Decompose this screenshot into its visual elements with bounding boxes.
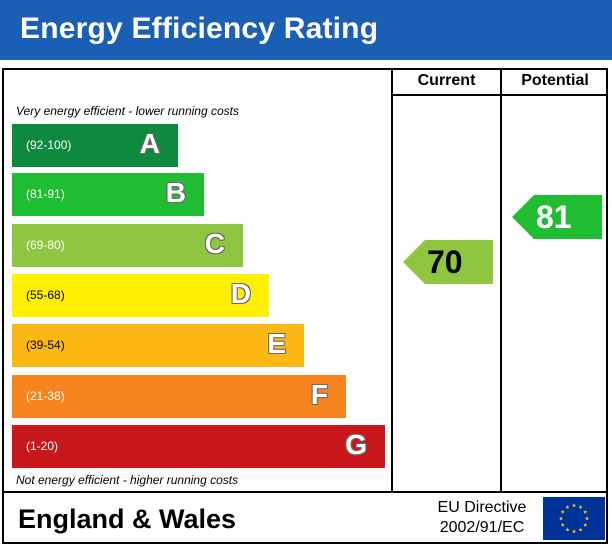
country-label: England & Wales — [18, 504, 237, 534]
potential-rating-value: 81 — [536, 199, 572, 235]
potential-rating-arrow: 81 — [512, 195, 602, 239]
eu-star-icon — [578, 527, 583, 532]
band-e: (39-54) E — [12, 324, 304, 367]
band-g: (1-20) G — [12, 425, 385, 468]
eu-star-icon — [560, 522, 565, 527]
eu-star-icon — [578, 505, 583, 510]
band-range-label: (69-80) — [26, 238, 65, 252]
band-letter: E — [267, 328, 286, 359]
directive-line-2: 2002/91/EC — [439, 519, 525, 536]
header-row-divider — [391, 94, 608, 96]
eu-star-icon — [565, 505, 570, 510]
eu-star-icon — [560, 509, 565, 514]
band-f: (21-38) F — [12, 375, 346, 418]
eu-star-icon — [584, 516, 590, 521]
current-rating-arrow: 70 — [403, 240, 493, 284]
eu-star-icon — [571, 529, 577, 534]
chart-frame — [2, 68, 608, 544]
band-letter: G — [345, 429, 367, 460]
band-letter: F — [310, 379, 328, 410]
band-range-label: (92-100) — [26, 138, 72, 152]
potential-column-header: Potential — [521, 72, 589, 89]
band-range-label: (1-20) — [26, 439, 59, 453]
directive-line-1: EU Directive — [437, 499, 527, 516]
band-range-label: (55-68) — [26, 288, 65, 302]
band-range-label: (39-54) — [26, 338, 65, 352]
eu-star-icon — [583, 509, 588, 514]
band-letter: B — [165, 177, 186, 208]
chart-title: Energy Efficiency Rating — [20, 12, 379, 45]
column-divider-current — [391, 68, 393, 492]
band-letter: A — [139, 128, 160, 159]
top-caption: Very energy efficient - lower running co… — [16, 104, 239, 118]
eu-star-icon — [558, 516, 564, 521]
band-c: (69-80) C — [12, 224, 243, 267]
eu-star-icon — [571, 503, 577, 508]
bottom-caption: Not energy efficient - higher running co… — [16, 473, 239, 487]
footer-divider — [2, 491, 608, 493]
header-bar: Energy Efficiency Rating — [0, 0, 612, 60]
band-letter: D — [230, 278, 251, 309]
band-a: (92-100) A — [12, 124, 178, 167]
band-d: (55-68) D — [12, 274, 269, 317]
band-b: (81-91) B — [12, 173, 204, 216]
current-rating-value: 70 — [427, 244, 463, 280]
band-letter: C — [204, 228, 225, 259]
band-range-label: (81-91) — [26, 187, 65, 201]
eu-star-icon — [565, 527, 570, 532]
eu-star-icon — [583, 522, 588, 527]
column-divider-potential — [500, 68, 502, 492]
current-column-header: Current — [417, 72, 476, 89]
eu-flag-icon — [543, 497, 605, 540]
band-range-label: (21-38) — [26, 389, 65, 403]
